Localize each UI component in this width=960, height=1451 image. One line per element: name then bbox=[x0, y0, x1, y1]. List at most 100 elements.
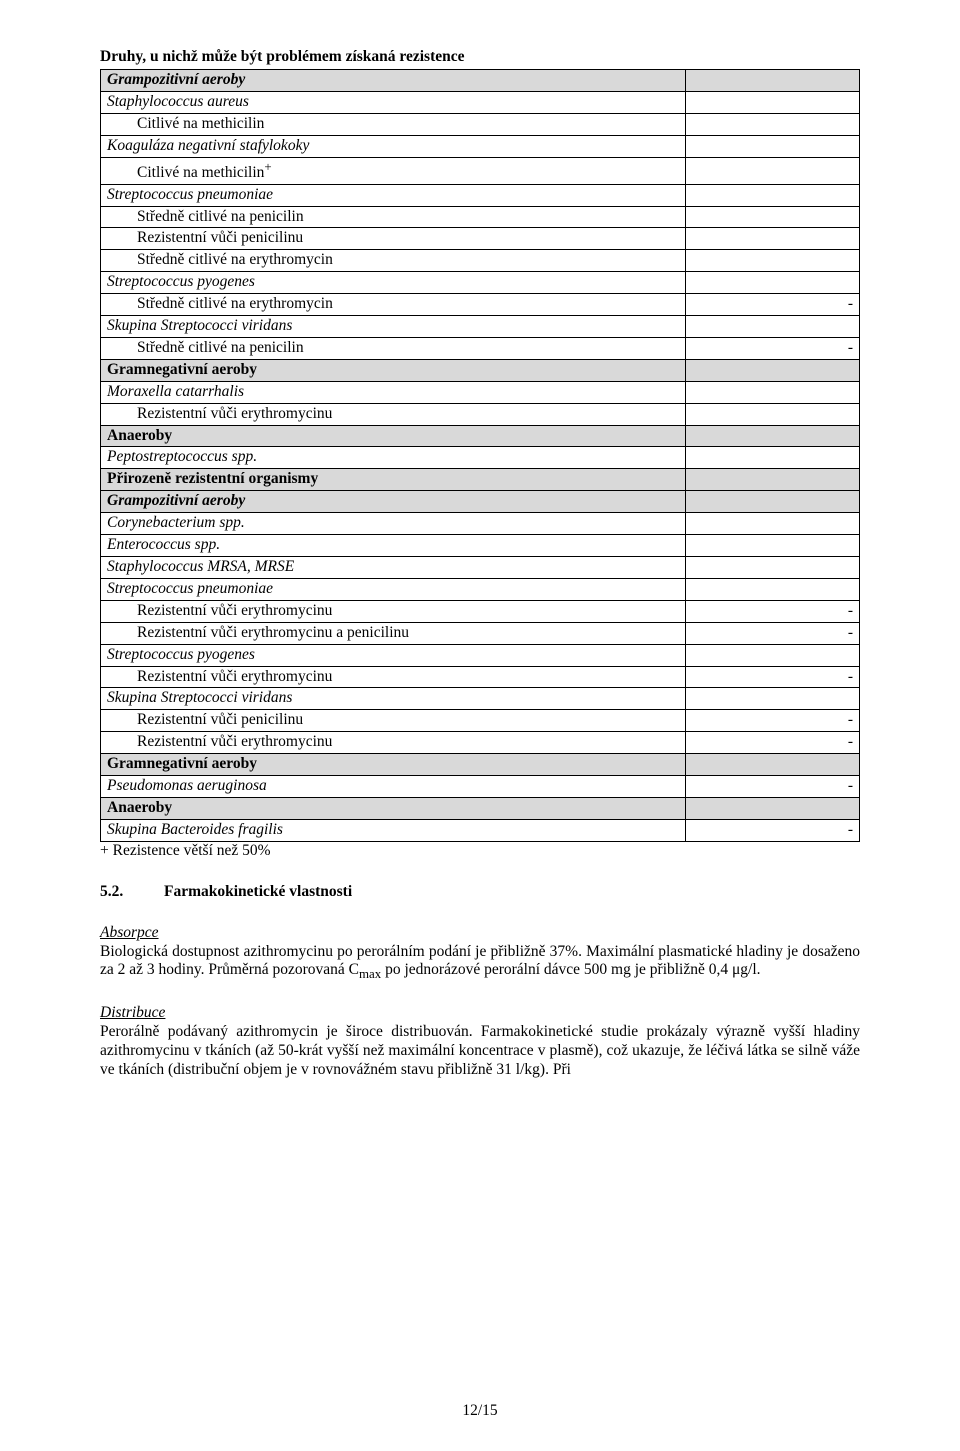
row-mark: - bbox=[685, 600, 859, 622]
row-mark bbox=[685, 135, 859, 157]
row-label: Gramnegativní aeroby bbox=[101, 359, 686, 381]
table-row: Gramnegativní aeroby bbox=[101, 754, 860, 776]
row-mark bbox=[685, 535, 859, 557]
row-label: Skupina Bacteroides fragilis bbox=[101, 819, 686, 841]
row-label: Streptococcus pyogenes bbox=[101, 272, 686, 294]
row-label: Pseudomonas aeruginosa bbox=[101, 776, 686, 798]
row-label: Staphylococcus MRSA, MRSE bbox=[101, 557, 686, 579]
page-number: 12/15 bbox=[0, 1402, 960, 1421]
table-row: Grampozitivní aeroby bbox=[101, 491, 860, 513]
row-label: Gramnegativní aeroby bbox=[101, 754, 686, 776]
table-row: Citlivé na methicilin+ bbox=[101, 157, 860, 184]
row-mark bbox=[685, 250, 859, 272]
row-mark: - bbox=[685, 337, 859, 359]
table-row: Rezistentní vůči erythromycinu- bbox=[101, 732, 860, 754]
row-mark bbox=[685, 447, 859, 469]
table-row: Přirozeně rezistentní organismy bbox=[101, 469, 860, 491]
table-row: Skupina Streptococci viridans bbox=[101, 316, 860, 338]
row-label: Středně citlivé na penicilin bbox=[101, 337, 686, 359]
row-label: Rezistentní vůči penicilinu bbox=[101, 710, 686, 732]
distribuce-block: Distribuce Perorálně podávaný azithromyc… bbox=[100, 1004, 860, 1080]
row-mark bbox=[685, 381, 859, 403]
table-row: Staphylococcus MRSA, MRSE bbox=[101, 557, 860, 579]
table-row: Středně citlivé na erythromycin bbox=[101, 250, 860, 272]
row-label: Grampozitivní aeroby bbox=[101, 69, 686, 91]
row-label: Grampozitivní aeroby bbox=[101, 491, 686, 513]
row-mark bbox=[685, 316, 859, 338]
row-mark: - bbox=[685, 732, 859, 754]
row-mark bbox=[685, 184, 859, 206]
row-label: Streptococcus pyogenes bbox=[101, 644, 686, 666]
row-label: Skupina Streptococci viridans bbox=[101, 688, 686, 710]
table-row: Gramnegativní aeroby bbox=[101, 359, 860, 381]
distribuce-subhead: Distribuce bbox=[100, 1004, 860, 1023]
row-mark: - bbox=[685, 819, 859, 841]
table-row: Rezistentní vůči erythromycinu bbox=[101, 403, 860, 425]
after-table-note: + Rezistence větší než 50% bbox=[100, 842, 860, 861]
absorpce-text: Biologická dostupnost azithromycinu po p… bbox=[100, 943, 860, 983]
table-row: Citlivé na methicilin bbox=[101, 113, 860, 135]
row-label: Koaguláza negativní stafylokoky bbox=[101, 135, 686, 157]
row-mark bbox=[685, 513, 859, 535]
row-mark bbox=[685, 228, 859, 250]
table-row: Streptococcus pyogenes bbox=[101, 272, 860, 294]
row-label: Streptococcus pneumoniae bbox=[101, 578, 686, 600]
section-number: 5.2. bbox=[100, 883, 164, 902]
row-mark: - bbox=[685, 710, 859, 732]
table-row: Peptostreptococcus spp. bbox=[101, 447, 860, 469]
table-row: Rezistentní vůči penicilinu- bbox=[101, 710, 860, 732]
row-label: Streptococcus pneumoniae bbox=[101, 184, 686, 206]
row-label: Enterococcus spp. bbox=[101, 535, 686, 557]
absorpce-subhead: Absorpce bbox=[100, 924, 860, 943]
row-mark: - bbox=[685, 294, 859, 316]
table-row: Rezistentní vůči erythromycinu a penicil… bbox=[101, 622, 860, 644]
row-mark bbox=[685, 644, 859, 666]
table-row: Skupina Bacteroides fragilis- bbox=[101, 819, 860, 841]
row-label: Středně citlivé na erythromycin bbox=[101, 294, 686, 316]
table-row: Rezistentní vůči erythromycinu- bbox=[101, 666, 860, 688]
row-mark bbox=[685, 359, 859, 381]
table-row: Anaeroby bbox=[101, 797, 860, 819]
row-label: Corynebacterium spp. bbox=[101, 513, 686, 535]
row-mark bbox=[685, 469, 859, 491]
row-label: Skupina Streptococci viridans bbox=[101, 316, 686, 338]
page-root: Druhy, u nichž může být problémem získan… bbox=[0, 0, 960, 1451]
row-mark: - bbox=[685, 622, 859, 644]
row-mark bbox=[685, 754, 859, 776]
row-label: Peptostreptococcus spp. bbox=[101, 447, 686, 469]
row-label: Přirozeně rezistentní organismy bbox=[101, 469, 686, 491]
row-mark bbox=[685, 157, 859, 184]
row-label: Anaeroby bbox=[101, 425, 686, 447]
table-row: Streptococcus pneumoniae bbox=[101, 184, 860, 206]
table-row: Skupina Streptococci viridans bbox=[101, 688, 860, 710]
row-label: Moraxella catarrhalis bbox=[101, 381, 686, 403]
row-mark bbox=[685, 91, 859, 113]
distribuce-text: Perorálně podávaný azithromycin je široc… bbox=[100, 1023, 860, 1080]
row-mark bbox=[685, 69, 859, 91]
table-row: Enterococcus spp. bbox=[101, 535, 860, 557]
section-5-2-heading: 5.2. Farmakokinetické vlastnosti bbox=[100, 883, 860, 902]
table-row: Moraxella catarrhalis bbox=[101, 381, 860, 403]
row-mark bbox=[685, 272, 859, 294]
row-label: Citlivé na methicilin bbox=[101, 113, 686, 135]
absorpce-block: Absorpce Biologická dostupnost azithromy… bbox=[100, 924, 860, 983]
row-mark bbox=[685, 491, 859, 513]
row-label: Anaeroby bbox=[101, 797, 686, 819]
resistance-table: Grampozitivní aerobyStaphylococcus aureu… bbox=[100, 69, 860, 842]
row-label: Středně citlivé na erythromycin bbox=[101, 250, 686, 272]
row-mark bbox=[685, 797, 859, 819]
table-row: Koaguláza negativní stafylokoky bbox=[101, 135, 860, 157]
row-label: Rezistentní vůči erythromycinu bbox=[101, 732, 686, 754]
table-row: Corynebacterium spp. bbox=[101, 513, 860, 535]
row-mark: - bbox=[685, 776, 859, 798]
row-label: Citlivé na methicilin+ bbox=[101, 157, 686, 184]
table-row: Pseudomonas aeruginosa- bbox=[101, 776, 860, 798]
table-row: Rezistentní vůči erythromycinu- bbox=[101, 600, 860, 622]
row-label: Rezistentní vůči erythromycinu a penicil… bbox=[101, 622, 686, 644]
row-label: Rezistentní vůči penicilinu bbox=[101, 228, 686, 250]
row-mark bbox=[685, 206, 859, 228]
table-row: Anaeroby bbox=[101, 425, 860, 447]
row-label: Rezistentní vůči erythromycinu bbox=[101, 666, 686, 688]
table-row: Rezistentní vůči penicilinu bbox=[101, 228, 860, 250]
row-mark bbox=[685, 425, 859, 447]
